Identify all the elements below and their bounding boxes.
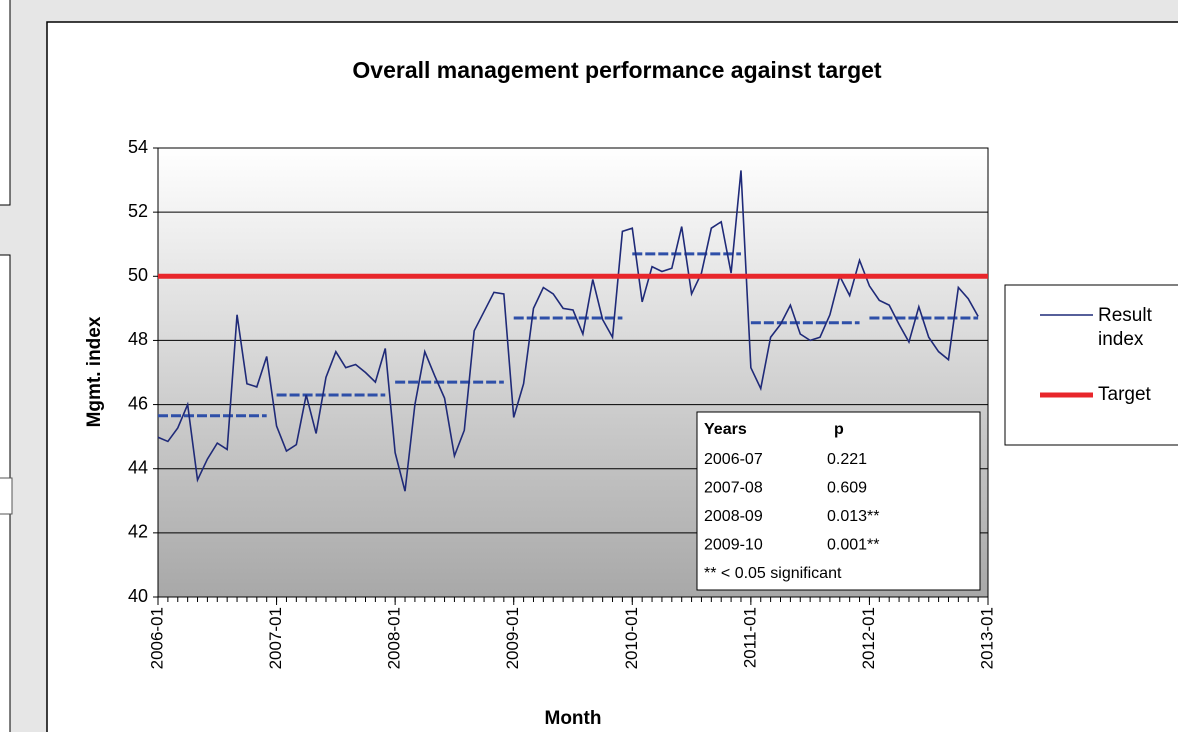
y-axis-title: Mgmt. index <box>84 316 105 427</box>
chart-title: Overall management performance against t… <box>352 57 882 83</box>
y-tick-label: 42 <box>128 522 148 542</box>
y-tick-label: 40 <box>128 586 148 606</box>
y-tick-label: 54 <box>128 137 148 157</box>
x-tick-label: 2007-01 <box>266 607 285 669</box>
y-tick-label: 52 <box>128 201 148 221</box>
y-tick-label: 48 <box>128 329 148 349</box>
table-cell: 0.609 <box>827 480 867 497</box>
table-cell: 0.221 <box>827 451 867 468</box>
legend-label: Result index <box>1098 305 1152 350</box>
x-axis-title: Month <box>545 708 602 729</box>
table-cell: 0.001** <box>827 537 880 554</box>
legend <box>1004 284 1178 446</box>
table-cell: 2009-10 <box>704 537 763 554</box>
result-line <box>157 170 979 492</box>
table-cell: 2008-09 <box>704 508 763 525</box>
side-panel <box>0 0 11 206</box>
legend-label: Target <box>1098 384 1151 405</box>
y-tick-label: 44 <box>128 457 148 477</box>
y-tick-label: 50 <box>128 265 148 285</box>
y-tick-label: 46 <box>128 393 148 413</box>
table-header: Years <box>704 421 747 438</box>
x-tick-label: 2008-01 <box>385 607 404 669</box>
table-cell: 0.013** <box>827 508 880 525</box>
x-tick-label: 2006-01 <box>147 607 166 669</box>
side-panel <box>0 477 13 515</box>
x-tick-label: 2012-01 <box>859 607 878 669</box>
x-tick-label: 2013-01 <box>977 607 996 669</box>
x-tick-label: 2010-01 <box>622 607 641 669</box>
table-cell: 2007-08 <box>704 480 763 497</box>
x-tick-label: 2011-01 <box>740 607 759 668</box>
table-note: ** < 0.05 significant <box>704 565 842 582</box>
table-header: p <box>834 421 844 438</box>
x-tick-label: 2009-01 <box>503 607 522 669</box>
stats-table <box>696 411 981 591</box>
table-cell: 2006-07 <box>704 451 763 468</box>
